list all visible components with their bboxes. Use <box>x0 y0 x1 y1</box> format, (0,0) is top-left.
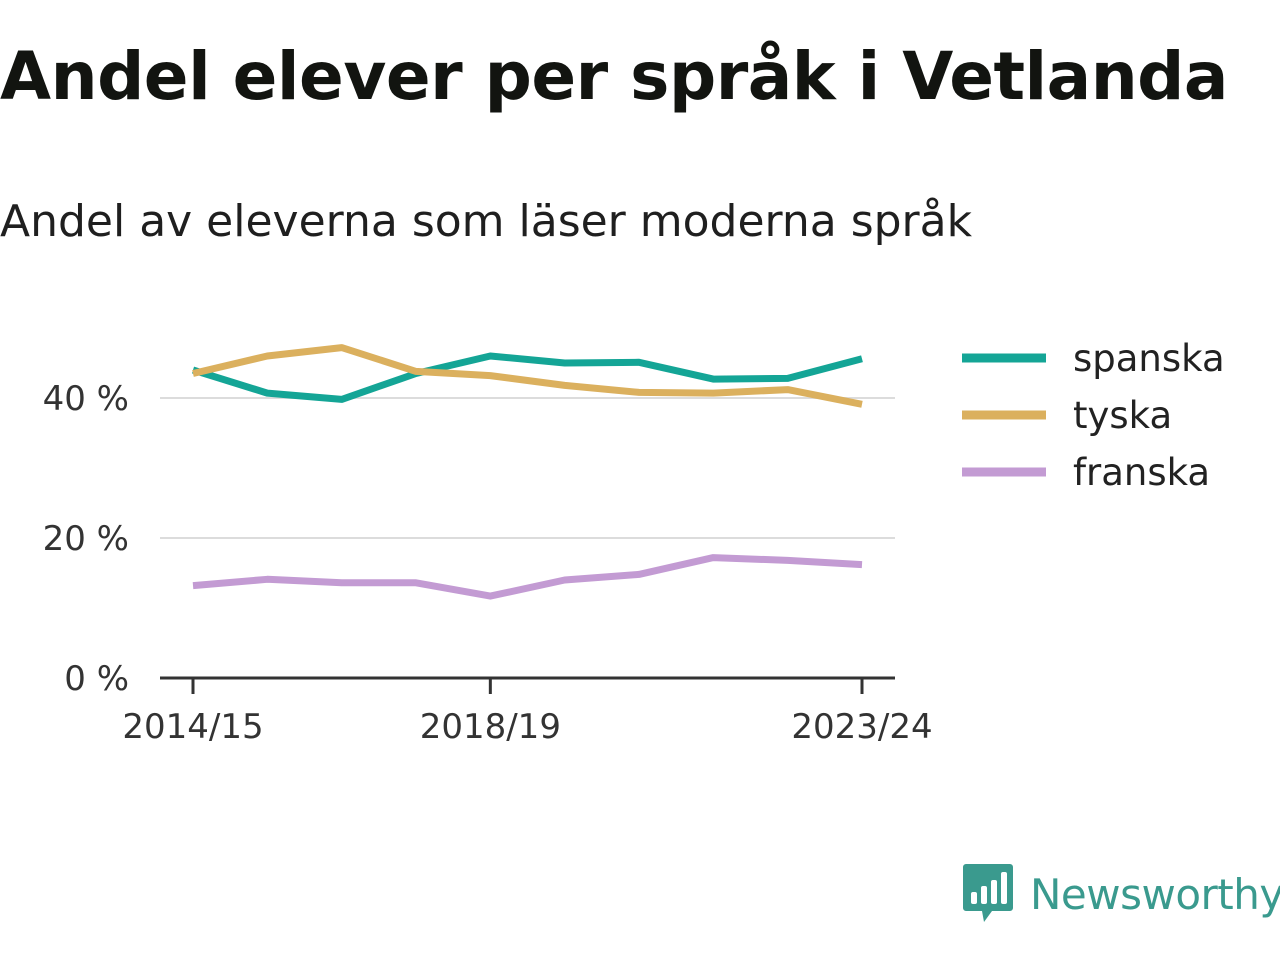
chart-subtitle: Andel av eleverna som läser moderna språ… <box>0 196 973 247</box>
x-axis-tick-labels: 2014/15 2018/19 2023/24 <box>122 707 932 747</box>
y-tick-label: 40 % <box>43 379 129 419</box>
y-tick-label: 20 % <box>43 519 129 559</box>
brand-name: Newsworthy <box>1030 869 1280 919</box>
x-tick-label: 2014/15 <box>122 707 263 747</box>
legend: spanska tyska franska <box>962 337 1225 494</box>
x-tick-label: 2023/24 <box>791 707 932 747</box>
series-line-franska <box>192 554 863 600</box>
x-tick-label: 2018/19 <box>420 707 561 747</box>
legend-label-tyska: tyska <box>1073 394 1172 437</box>
series-lines <box>191 344 863 600</box>
y-tick-label: 0 % <box>64 659 129 699</box>
gridlines <box>160 397 895 539</box>
newsworthy-logo-icon <box>963 864 1013 922</box>
y-axis-tick-labels: 0 % 20 % 40 % <box>43 379 129 699</box>
legend-label-franska: franska <box>1073 451 1210 494</box>
chart-title: Andel elever per språk i Vetlanda <box>0 38 1228 115</box>
newsworthy-brand: Newsworthy <box>962 862 1280 926</box>
x-axis <box>160 676 895 694</box>
series-line-tyska <box>192 344 863 408</box>
series-line-spanska <box>191 352 863 403</box>
legend-label-spanska: spanska <box>1073 337 1225 380</box>
